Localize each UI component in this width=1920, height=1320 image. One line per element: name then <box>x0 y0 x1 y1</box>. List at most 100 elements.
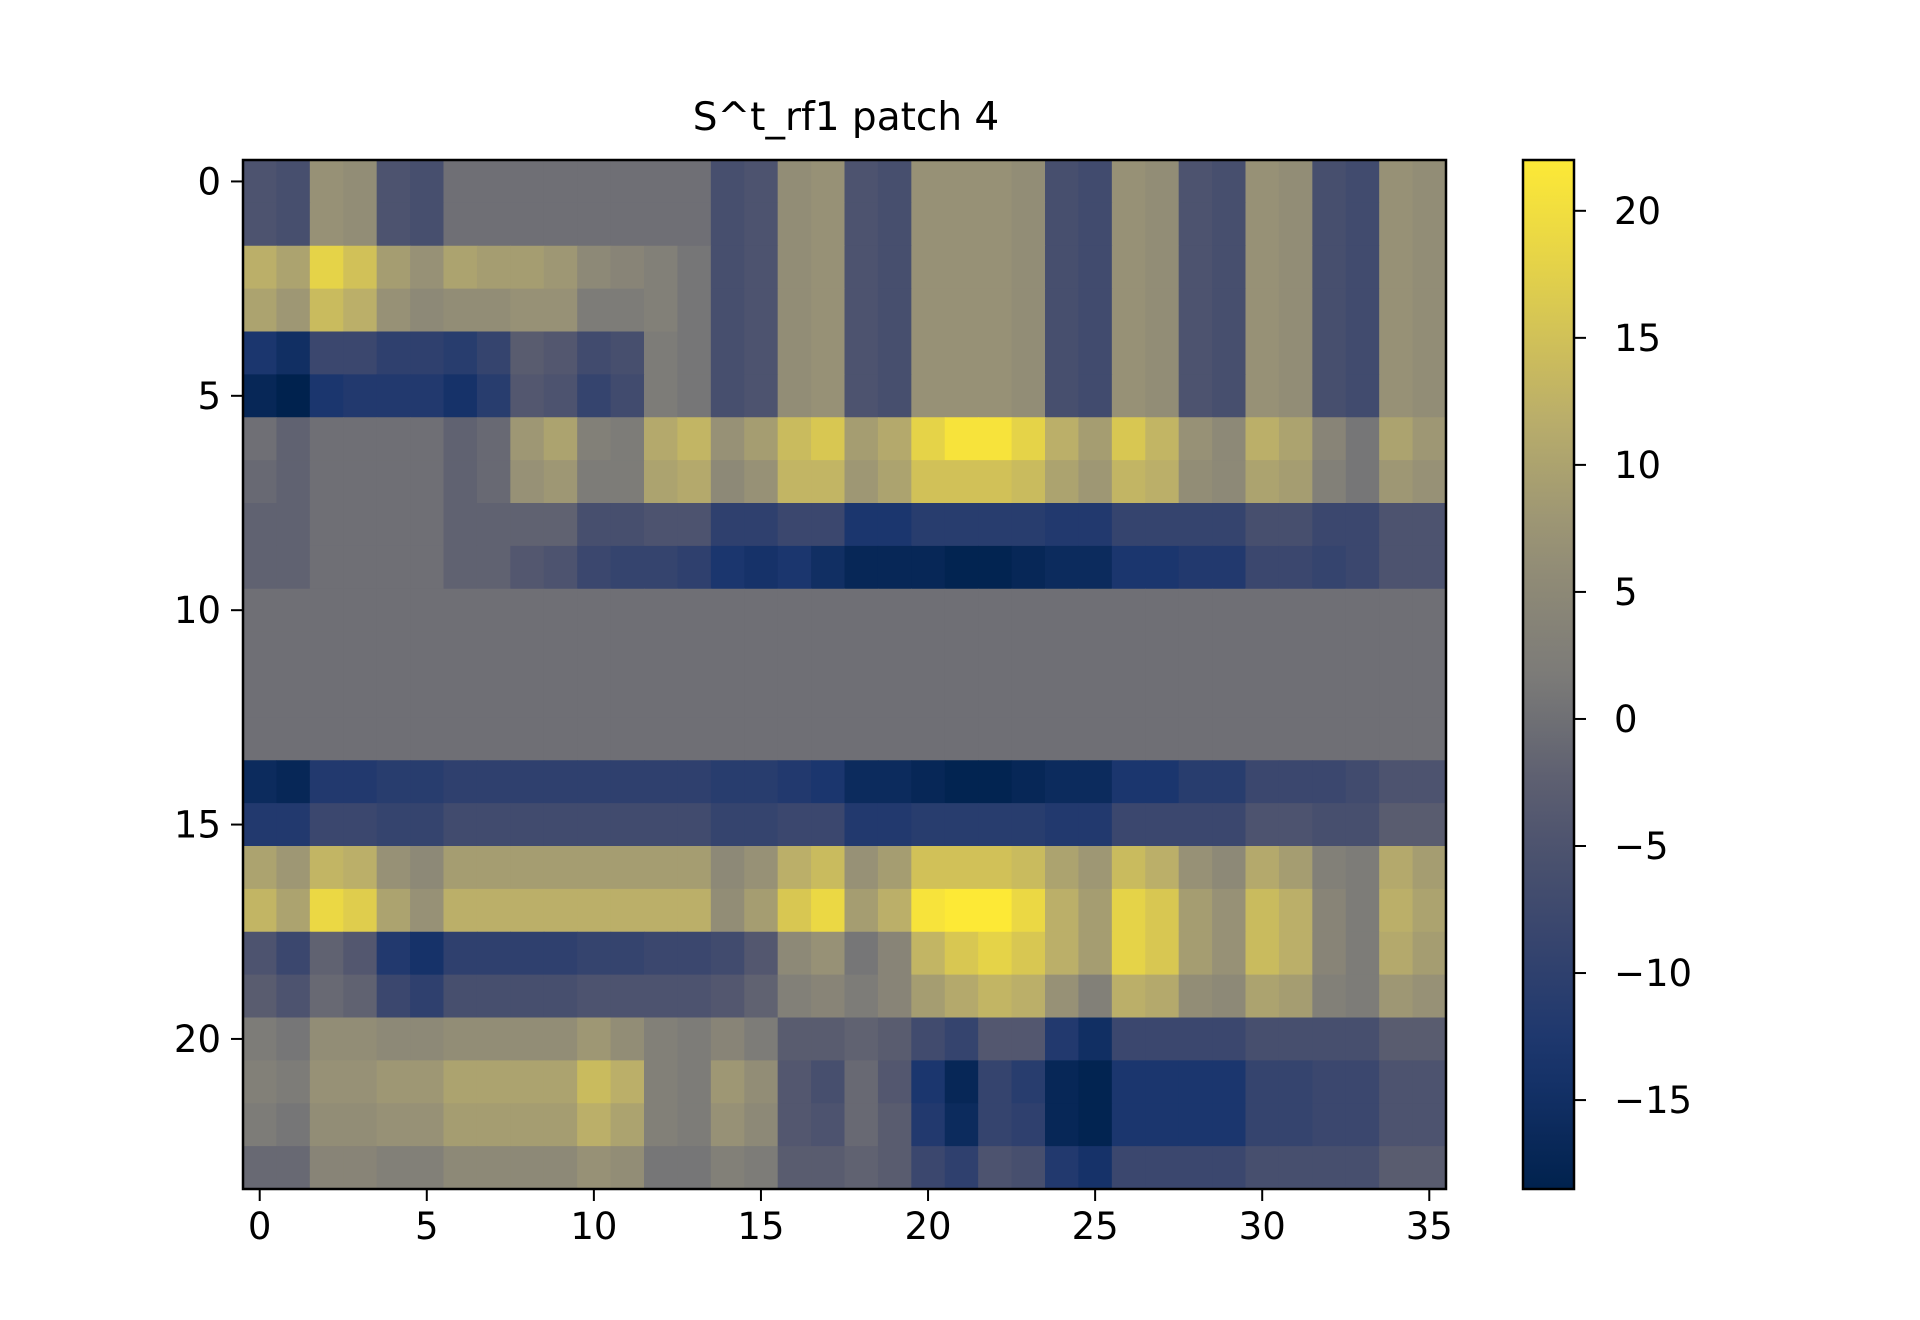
heatmap-cell <box>978 803 1013 847</box>
heatmap-cell <box>1412 717 1447 761</box>
heatmap-cell <box>1178 931 1213 976</box>
heatmap-cell <box>1312 588 1347 633</box>
heatmap-cell <box>677 503 712 547</box>
heatmap-cell <box>1245 288 1280 333</box>
heatmap-cell <box>276 717 311 761</box>
colorbar-frame <box>1521 158 1576 1191</box>
heatmap-cell <box>978 931 1013 976</box>
heatmap-cell <box>1212 1017 1247 1061</box>
heatmap-cell <box>644 760 679 804</box>
heatmap-cell <box>476 1017 511 1061</box>
heatmap-cell <box>1312 631 1347 676</box>
heatmap-cell <box>1078 503 1113 547</box>
heatmap-cell <box>744 417 779 461</box>
heatmap-cell <box>911 374 946 418</box>
heatmap-cell <box>410 931 445 976</box>
heatmap-cell <box>877 717 912 761</box>
heatmap-cell <box>443 1017 478 1061</box>
heatmap-cell <box>644 974 679 1019</box>
heatmap-cell <box>309 331 344 375</box>
heatmap-cell <box>343 888 378 933</box>
heatmap-cell <box>1045 974 1080 1019</box>
heatmap-cell <box>1111 160 1146 204</box>
heatmap-cell <box>410 202 445 247</box>
heatmap-cell <box>1045 760 1080 804</box>
heatmap-cell <box>777 760 812 804</box>
heatmap-cell <box>644 931 679 976</box>
heatmap-cell <box>1312 803 1347 847</box>
heatmap-cell <box>309 1060 344 1104</box>
heatmap-cell <box>510 417 545 461</box>
heatmap-cell <box>777 1103 812 1147</box>
heatmap-cell <box>476 588 511 633</box>
heatmap-cell <box>944 1017 979 1061</box>
heatmap-cell <box>1379 588 1414 633</box>
heatmap-cell <box>811 674 846 718</box>
heatmap-cell <box>610 503 645 547</box>
heatmap-cell <box>644 803 679 847</box>
heatmap-cell <box>811 974 846 1019</box>
heatmap-cell <box>1078 460 1113 504</box>
heatmap-cell <box>243 1017 278 1061</box>
heatmap-cell <box>476 760 511 804</box>
heatmap-cell <box>877 417 912 461</box>
heatmap-cell <box>610 460 645 504</box>
heatmap-cell <box>476 974 511 1019</box>
heatmap-cell <box>644 503 679 547</box>
heatmap-cell <box>1145 374 1180 418</box>
heatmap-cell <box>877 1060 912 1104</box>
heatmap-cell <box>1178 331 1213 375</box>
heatmap-cell <box>1078 1146 1113 1190</box>
heatmap-cell <box>543 160 578 204</box>
heatmap-cell <box>610 331 645 375</box>
heatmap-cell <box>1245 503 1280 547</box>
heatmap-cell <box>610 1103 645 1147</box>
heatmap-cell <box>343 717 378 761</box>
heatmap-cell <box>1111 331 1146 375</box>
heatmap-cell <box>1011 588 1046 633</box>
heatmap-cell <box>410 846 445 890</box>
heatmap-cell <box>1278 631 1313 676</box>
heatmap-cell <box>510 160 545 204</box>
y-tick-label: 10 <box>174 589 221 632</box>
heatmap-cell <box>276 760 311 804</box>
heatmap-cell <box>1045 803 1080 847</box>
heatmap-cell <box>777 160 812 204</box>
heatmap-cell <box>343 846 378 890</box>
heatmap-cell <box>1111 202 1146 247</box>
heatmap-cell <box>243 674 278 718</box>
heatmap-cell <box>443 803 478 847</box>
heatmap-cell <box>777 417 812 461</box>
heatmap-cell <box>644 631 679 676</box>
heatmap-cell <box>744 1060 779 1104</box>
heatmap-cell <box>877 974 912 1019</box>
heatmap-cell <box>343 503 378 547</box>
heatmap-cell <box>309 460 344 504</box>
heatmap-cell <box>410 1060 445 1104</box>
heatmap-cell <box>1312 1146 1347 1190</box>
heatmap-cell <box>777 1146 812 1190</box>
heatmap-cell <box>811 374 846 418</box>
heatmap-cell <box>243 803 278 847</box>
heatmap-cell <box>677 631 712 676</box>
heatmap-cell <box>376 717 411 761</box>
heatmap-cell <box>510 803 545 847</box>
heatmap-cell <box>1278 803 1313 847</box>
heatmap-cell <box>844 545 879 590</box>
heatmap-cell <box>1245 588 1280 633</box>
heatmap-cell <box>276 245 311 290</box>
heatmap-cell <box>811 417 846 461</box>
heatmap-cell <box>1212 245 1247 290</box>
heatmap-cell <box>978 974 1013 1019</box>
heatmap-cell <box>1245 245 1280 290</box>
heatmap-cell <box>1111 631 1146 676</box>
heatmap-cell <box>1278 674 1313 718</box>
heatmap-cell <box>1145 803 1180 847</box>
heatmap-cell <box>343 760 378 804</box>
heatmap-cell <box>811 846 846 890</box>
heatmap-cell <box>276 1103 311 1147</box>
heatmap-cell <box>410 245 445 290</box>
heatmap-cell <box>1278 374 1313 418</box>
heatmap-cell <box>610 931 645 976</box>
heatmap-cell <box>1345 1017 1380 1061</box>
